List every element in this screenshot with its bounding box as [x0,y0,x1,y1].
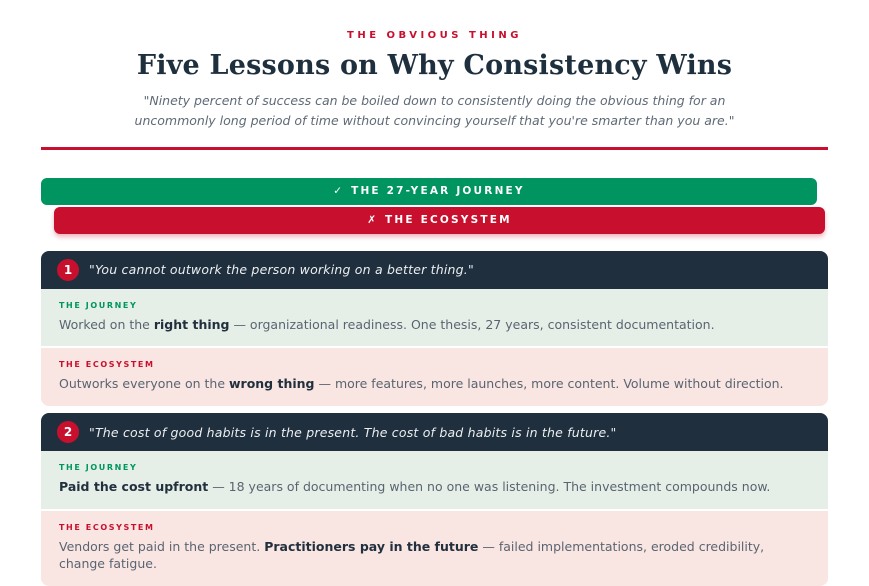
lesson-1-header: 1 "You cannot outwork the person working… [41,250,828,289]
lesson-2-header: 2 "The cost of good habits is in the pre… [41,413,828,452]
lesson-2-ecosystem-block: THE ECOSYSTEM Vendors get paid in the pr… [41,511,828,586]
ecosystem-text: Outworks everyone on the wrong thing — m… [59,376,810,393]
legend-ecosystem-label: THE ECOSYSTEM [385,214,512,226]
eyebrow: THE OBVIOUS THING [347,30,522,41]
journey-label: THE JOURNEY [59,300,138,310]
page-subtitle: "Ninety percent of success can be boiled… [134,93,735,129]
lesson-quote: "You cannot outwork the person working o… [89,262,474,277]
divider-rule [41,146,828,150]
ecosystem-text-post: — more features, more launches, more con… [314,376,784,392]
legend-ecosystem-banner[interactable]: ✗ THE ECOSYSTEM [54,206,825,234]
ecosystem-text-pre: Outworks everyone on the [59,376,229,392]
journey-text: Worked on the right thing — organization… [59,317,810,334]
ecosystem-text-pre: Vendors get paid in the present. [59,539,265,555]
page-title: Five Lessons on Why Consistency Wins [136,50,733,81]
ecosystem-text: Vendors get paid in the present. Practit… [59,539,810,573]
page: THE OBVIOUS THING Five Lessons on Why Co… [41,0,828,586]
journey-text: Paid the cost upfront — 18 years of docu… [59,479,810,496]
ecosystem-text-bold: wrong thing [228,376,315,392]
lesson-quote: "The cost of good habits is in the prese… [89,424,617,440]
ecosystem-text-bold: Practitioners pay in the future [264,539,479,555]
legend: ✓ THE 27-YEAR JOURNEY ✗ THE ECOSYSTEM [41,177,828,234]
check-icon: ✓ [333,185,343,197]
lesson-list: 1 "You cannot outwork the person working… [41,250,828,586]
journey-text-pre: Worked on the [59,316,154,332]
lesson-number-badge: 2 [57,421,79,444]
journey-text-post: — organizational readiness. One thesis, … [229,316,715,332]
journey-text-bold: Paid the cost upfront [59,479,209,495]
lesson-number-badge: 1 [57,258,79,281]
legend-journey-banner[interactable]: ✓ THE 27-YEAR JOURNEY [41,177,817,205]
journey-label: THE JOURNEY [59,463,138,473]
journey-text-post: — 18 years of documenting when no one wa… [208,479,771,495]
masthead: THE OBVIOUS THING Five Lessons on Why Co… [41,0,828,132]
lesson-1-ecosystem-block: THE ECOSYSTEM Outworks everyone on the w… [41,348,828,407]
lesson-2-journey-block: THE JOURNEY Paid the cost upfront — 18 y… [41,451,828,512]
journey-text-bold: right thing [153,316,230,332]
lesson-card-1: 1 "You cannot outwork the person working… [41,250,828,407]
cross-icon: ✗ [367,214,377,226]
legend-journey-label: THE 27-YEAR JOURNEY [351,185,525,197]
ecosystem-label: THE ECOSYSTEM [59,360,155,370]
lesson-card-2: 2 "The cost of good habits is in the pre… [41,413,828,586]
ecosystem-label: THE ECOSYSTEM [59,523,155,533]
lesson-1-journey-block: THE JOURNEY Worked on the right thing — … [41,288,828,349]
